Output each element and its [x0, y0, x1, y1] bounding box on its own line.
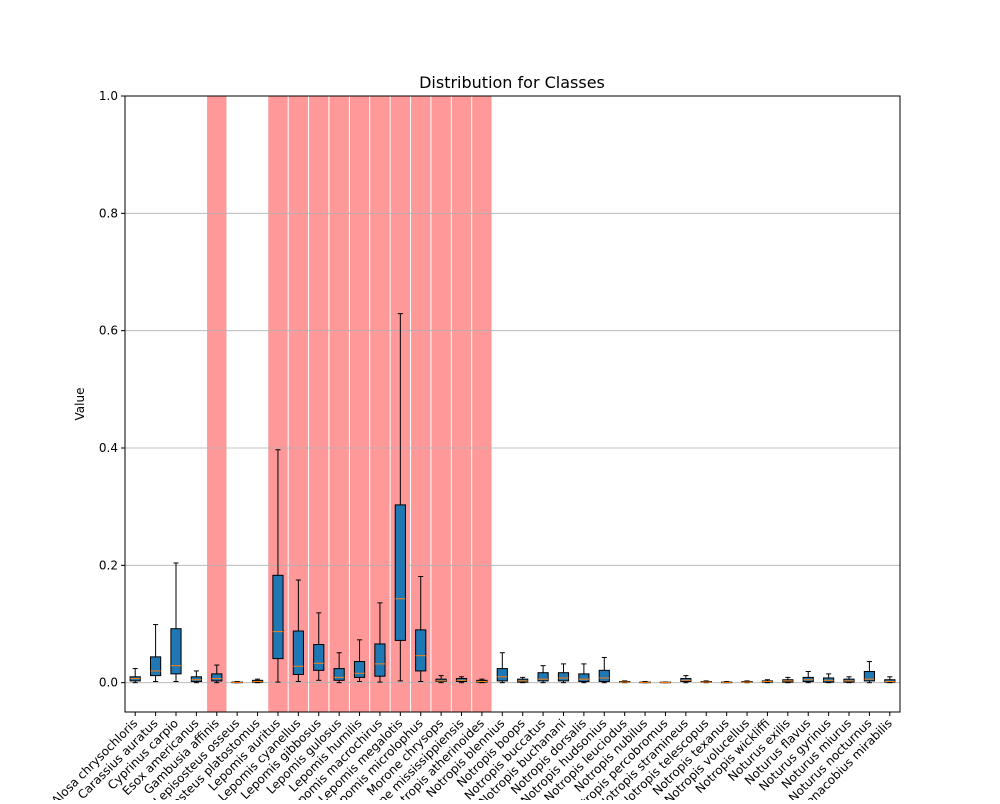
- box: [394, 504, 406, 641]
- highlight-band: [370, 96, 390, 712]
- box: [598, 669, 610, 682]
- box: [211, 673, 223, 682]
- box: [353, 661, 366, 678]
- highlight-band: [431, 96, 451, 712]
- chart-title: Distribution for Classes: [419, 73, 605, 92]
- y-tick-label: 0.0: [99, 676, 118, 690]
- box: [863, 671, 876, 682]
- box: [333, 668, 345, 681]
- highlight-band: [411, 96, 431, 712]
- box: [884, 679, 896, 683]
- y-tick-label: 1.0: [99, 89, 118, 103]
- highlight-band: [309, 96, 329, 712]
- box: [496, 668, 508, 682]
- box: [170, 628, 182, 675]
- box: [272, 574, 284, 660]
- highlight-band: [349, 96, 370, 712]
- box: [190, 676, 202, 682]
- highlight-band: [329, 96, 349, 712]
- box: [537, 672, 549, 682]
- box: [374, 643, 386, 677]
- box: [292, 630, 304, 675]
- box: [149, 656, 162, 677]
- box: [557, 672, 570, 682]
- y-axis-label: Value: [73, 388, 87, 421]
- y-tick-label: 0.4: [99, 441, 118, 455]
- highlight-band: [472, 96, 492, 712]
- highlight-band: [268, 96, 288, 712]
- highlight-band: [451, 96, 472, 712]
- highlight-band: [207, 96, 227, 712]
- y-tick-label: 0.2: [99, 558, 118, 572]
- plot-frame: [124, 95, 901, 713]
- y-tick-label: 0.6: [99, 324, 118, 338]
- y-tick-label: 0.8: [99, 206, 118, 220]
- box: [313, 644, 325, 671]
- box: [415, 629, 427, 672]
- box: [578, 673, 590, 682]
- highlight-band: [288, 96, 309, 712]
- box: [435, 678, 447, 682]
